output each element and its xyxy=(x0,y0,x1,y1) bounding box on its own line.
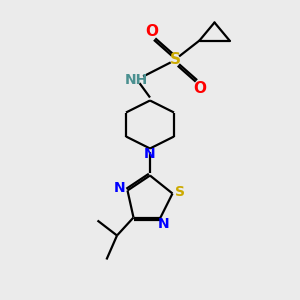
Text: N: N xyxy=(144,147,156,161)
Text: O: O xyxy=(193,81,206,96)
Text: N: N xyxy=(158,217,169,230)
Text: NH: NH xyxy=(125,73,148,86)
Text: N: N xyxy=(114,181,126,194)
Text: O: O xyxy=(145,24,158,39)
Text: S: S xyxy=(175,185,185,199)
Text: S: S xyxy=(170,52,181,68)
